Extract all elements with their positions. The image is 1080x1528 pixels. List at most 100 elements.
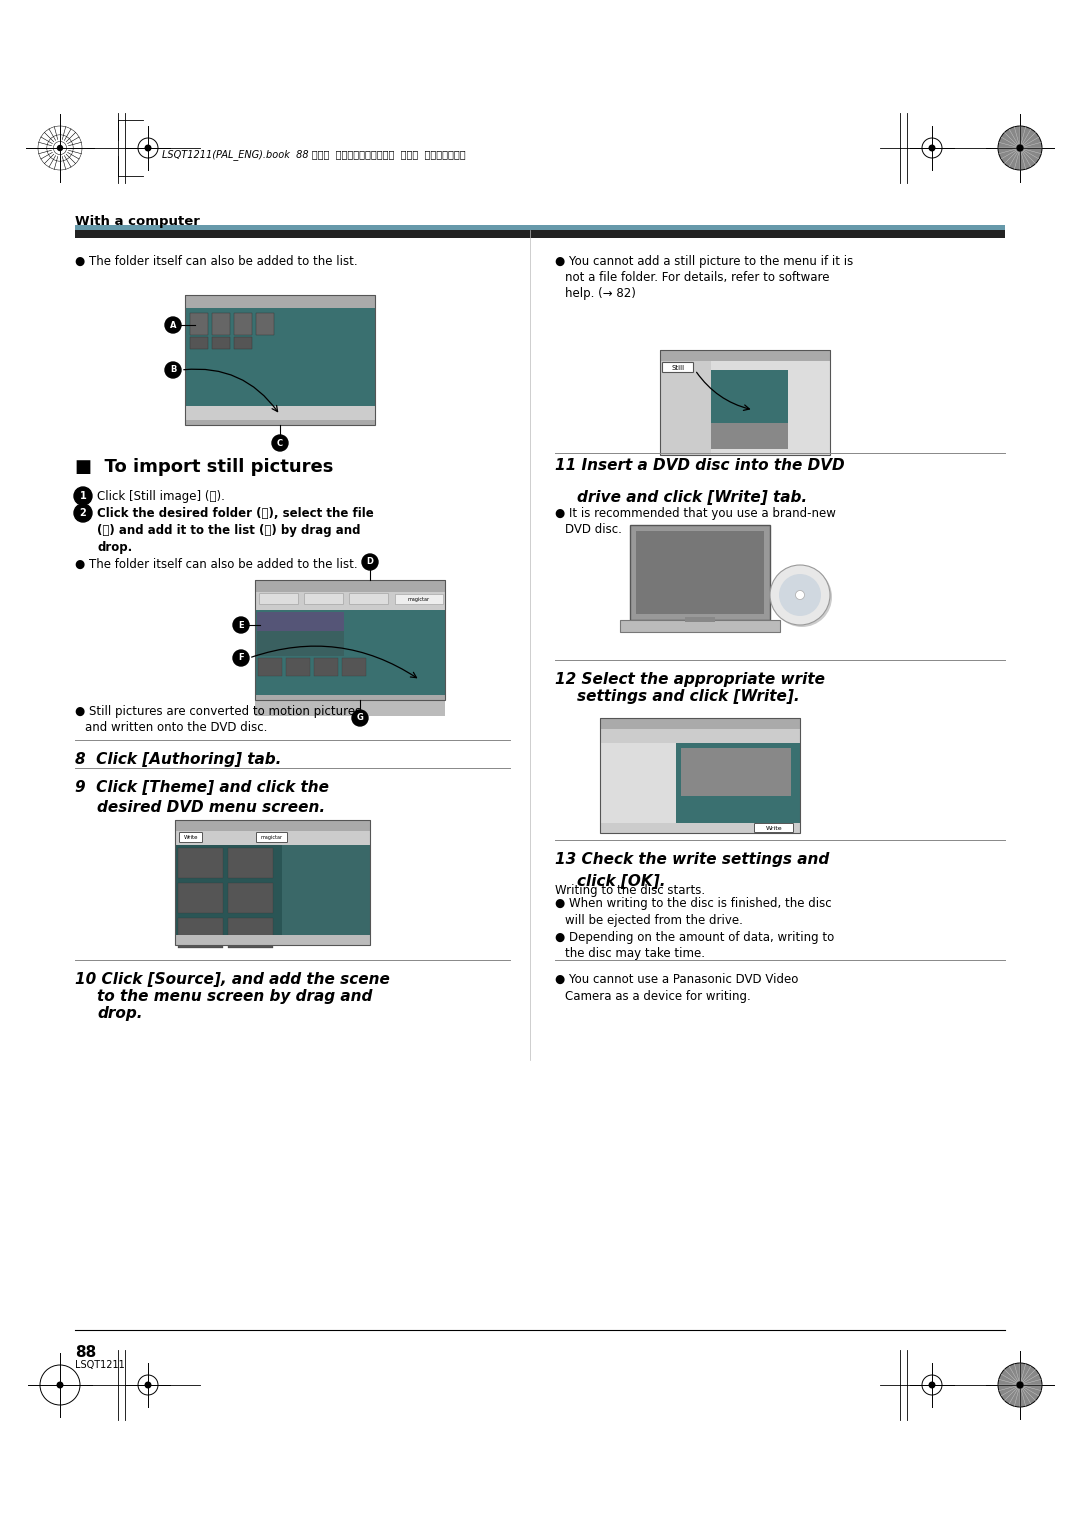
- Text: Click [Still image] (ⓓ).: Click [Still image] (ⓓ).: [97, 490, 225, 503]
- Bar: [600, 718, 800, 729]
- Text: 9  Click [Theme] and click the: 9 Click [Theme] and click the: [75, 779, 329, 795]
- Bar: [228, 848, 273, 879]
- Bar: [212, 338, 230, 348]
- Text: Camera as a device for writing.: Camera as a device for writing.: [565, 990, 751, 1002]
- Bar: [255, 610, 347, 656]
- Text: A: A: [170, 321, 176, 330]
- Bar: [660, 350, 831, 455]
- Bar: [185, 295, 375, 309]
- Text: magictar: magictar: [408, 596, 430, 602]
- FancyBboxPatch shape: [662, 362, 693, 373]
- Text: desired DVD menu screen.: desired DVD menu screen.: [97, 801, 325, 814]
- Text: Write: Write: [766, 825, 782, 831]
- Circle shape: [929, 1381, 935, 1389]
- Bar: [600, 729, 800, 743]
- Text: magictar: magictar: [261, 834, 283, 840]
- FancyBboxPatch shape: [350, 593, 389, 605]
- Bar: [676, 743, 800, 824]
- Bar: [600, 743, 676, 824]
- Bar: [175, 821, 370, 831]
- Text: Still: Still: [672, 365, 685, 370]
- Bar: [257, 631, 345, 657]
- Text: ● Depending on the amount of data, writing to: ● Depending on the amount of data, writi…: [555, 931, 834, 944]
- Text: B: B: [170, 365, 176, 374]
- Bar: [620, 620, 780, 633]
- Text: D: D: [366, 558, 374, 567]
- Bar: [234, 313, 252, 335]
- Bar: [258, 659, 282, 675]
- Text: click [OK].: click [OK].: [577, 874, 665, 889]
- Circle shape: [1017, 145, 1023, 151]
- Text: ■  To import still pictures: ■ To import still pictures: [75, 458, 334, 477]
- Bar: [228, 918, 273, 947]
- Text: 12 Select the appropriate write: 12 Select the appropriate write: [555, 672, 825, 688]
- Bar: [685, 617, 715, 622]
- FancyBboxPatch shape: [305, 593, 343, 605]
- Circle shape: [1017, 1381, 1023, 1387]
- Bar: [395, 594, 443, 604]
- Text: 13 Check the write settings and: 13 Check the write settings and: [555, 853, 829, 866]
- Bar: [228, 883, 273, 914]
- Bar: [282, 845, 370, 944]
- Bar: [342, 659, 366, 675]
- Circle shape: [362, 555, 378, 570]
- Bar: [257, 613, 345, 631]
- Bar: [314, 659, 338, 675]
- Text: 10 Click [Source], and add the scene: 10 Click [Source], and add the scene: [75, 972, 390, 987]
- Circle shape: [272, 435, 288, 451]
- Text: not a file folder. For details, refer to software: not a file folder. For details, refer to…: [565, 270, 829, 284]
- Bar: [711, 423, 787, 449]
- Text: help. (→ 82): help. (→ 82): [565, 287, 636, 299]
- Bar: [185, 367, 375, 405]
- Text: ● Still pictures are converted to motion pictures: ● Still pictures are converted to motion…: [75, 704, 361, 718]
- Circle shape: [145, 145, 151, 151]
- Bar: [234, 338, 252, 348]
- Text: ● The folder itself can also be added to the list.: ● The folder itself can also be added to…: [75, 255, 357, 267]
- Bar: [178, 848, 222, 879]
- Bar: [255, 656, 445, 698]
- Bar: [255, 698, 445, 715]
- Text: ● You cannot add a still picture to the menu if it is: ● You cannot add a still picture to the …: [555, 255, 853, 267]
- Text: and written onto the DVD disc.: and written onto the DVD disc.: [85, 721, 268, 733]
- Circle shape: [145, 1381, 151, 1389]
- Bar: [175, 831, 370, 845]
- Bar: [185, 295, 375, 425]
- Circle shape: [779, 575, 821, 616]
- Bar: [190, 338, 208, 348]
- Bar: [289, 309, 375, 367]
- Text: 88: 88: [75, 1345, 96, 1360]
- Text: drop.: drop.: [97, 1005, 143, 1021]
- Text: 1: 1: [80, 490, 86, 501]
- Bar: [681, 749, 791, 796]
- Bar: [711, 370, 787, 423]
- Bar: [600, 718, 800, 833]
- Text: Click the desired folder (ⓔ), select the file: Click the desired folder (ⓔ), select the…: [97, 507, 374, 520]
- Bar: [185, 420, 375, 425]
- Text: LSQT1211: LSQT1211: [75, 1360, 125, 1371]
- Bar: [660, 350, 831, 361]
- Circle shape: [165, 362, 181, 377]
- FancyBboxPatch shape: [179, 833, 203, 842]
- Text: ● When writing to the disc is finished, the disc: ● When writing to the disc is finished, …: [555, 897, 832, 911]
- Bar: [212, 313, 230, 335]
- Bar: [347, 610, 445, 656]
- Circle shape: [352, 711, 368, 726]
- Circle shape: [57, 145, 63, 150]
- Bar: [630, 526, 770, 620]
- Text: ● It is recommended that you use a brand-new: ● It is recommended that you use a brand…: [555, 507, 836, 520]
- Bar: [185, 309, 289, 367]
- Text: to the menu screen by drag and: to the menu screen by drag and: [97, 989, 373, 1004]
- FancyBboxPatch shape: [259, 593, 298, 605]
- Bar: [600, 824, 800, 833]
- Bar: [190, 313, 208, 335]
- Circle shape: [796, 590, 805, 599]
- Bar: [255, 591, 445, 610]
- Text: F: F: [239, 654, 244, 663]
- Bar: [256, 313, 274, 335]
- Bar: [75, 231, 1005, 238]
- Text: 11 Insert a DVD disc into the DVD: 11 Insert a DVD disc into the DVD: [555, 458, 845, 474]
- Text: LSQT1211(PAL_ENG).book  88 ページ  ２００７年２月１３日  火曜日  午後１時１４分: LSQT1211(PAL_ENG).book 88 ページ ２００７年２月１３日…: [162, 150, 465, 160]
- Circle shape: [998, 125, 1042, 170]
- Bar: [660, 361, 831, 455]
- Text: DVD disc.: DVD disc.: [565, 523, 622, 536]
